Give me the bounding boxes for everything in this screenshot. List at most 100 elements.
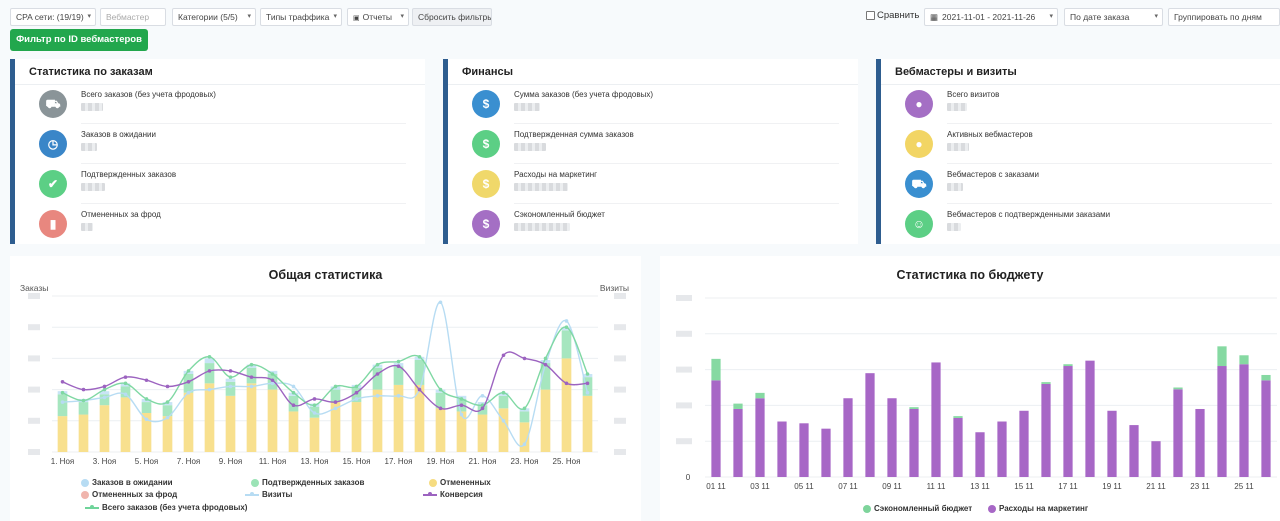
legend-dot-icon [251,479,259,487]
bar-segment [540,389,551,452]
series-point [333,400,338,404]
budget-bar-marketing [821,428,831,477]
bar-segment [225,395,236,452]
series-point [438,300,443,305]
series-point [60,380,65,384]
user-icon: ● [905,90,933,118]
reports-dropdown[interactable]: ▣ Отчеты ▾ [347,8,409,26]
bar-segment [414,384,425,452]
series-point [186,390,191,395]
group-by-label: Группировать по дням [1174,12,1262,22]
bar-segment [120,386,131,398]
bar-segment [78,402,89,415]
x-tick-label: 19 11 [1102,482,1122,491]
bar-segment [78,414,89,452]
legend-item[interactable]: Расходы на маркетинг [988,504,1088,513]
reports-label: Отчеты [362,12,393,22]
general-stats-panel: Общая статистика Заказы Визиты 1. Ноя 3. … [10,256,641,521]
bar-segment [477,414,488,452]
budget-bar-marketing [1173,389,1183,477]
stat-card: Вебмастеры и визиты ● Всего визитов ● Активн… [876,59,1280,244]
series-point [522,442,527,446]
budget-stats-panel: Статистика по бюджету 0 01 11 03 11 05 11 07… [660,256,1280,521]
chevron-down-icon: ▾ [247,13,251,20]
date-range-picker[interactable]: ▦ 2021-11-01 - 2021-11-26 ▾ [924,8,1058,26]
series-point [564,325,569,329]
reset-filters-button[interactable]: Сбросить фильтры [412,8,492,26]
bar-segment [120,397,131,452]
series-point [312,403,317,407]
legend-item[interactable]: Отмененных за фрод [81,490,177,499]
series-point [564,319,569,323]
x-tick-label: 23. Ноя [511,457,539,466]
clock-icon: ◷ [39,130,67,158]
card-divider [448,84,858,85]
budget-bar-marketing [909,408,919,477]
x-tick-label: 21. Ноя [469,457,497,466]
compare-checkbox[interactable] [866,11,875,20]
budget-bar-saved [755,392,765,399]
series-line [62,301,589,447]
traffic-types-label: Типы траффика [266,12,330,22]
legend-item[interactable]: Сэкономленный бюджет [863,504,972,513]
legend-label: Заказов в ожидании [92,478,173,487]
cpa-networks-select[interactable]: CPA сети: (19/19) ▾ [10,8,96,26]
budget-bar-saved [1261,374,1271,381]
bar-segment [141,402,152,413]
budget-bar-marketing [733,408,743,477]
x-tick-label: 25. Ноя [553,457,581,466]
traffic-types-select[interactable]: Типы траффика ▾ [260,8,342,26]
series-point [396,394,401,398]
stat-card: Статистика по заказам ⛟ Всего заказов (без… [10,59,425,244]
filter-by-webmaster-id-button[interactable]: Фильтр по ID вебмастеров [10,29,148,51]
bar-segment [57,394,68,417]
compare-label: Сравнить [877,10,920,21]
series-point [375,372,380,376]
stat-value-blurred [81,223,93,231]
bar-segment [204,363,215,384]
series-point [81,398,86,403]
bar-segment [288,411,299,452]
stat-value-blurred [81,103,103,111]
group-by-select[interactable]: Группировать по дням [1168,8,1280,26]
chevron-down-icon: ▾ [1049,13,1053,20]
x-tick-label: 19. Ноя [427,457,455,466]
check-icon: ✔ [39,170,67,198]
series-point [438,387,443,392]
legend-item[interactable]: Отмененных [429,478,491,487]
y-axis-tick-blurred [676,295,692,301]
legend-item[interactable]: Подтвержденных заказов [251,478,364,487]
stat-label: Сумма заказов (без учета фродовых) [514,90,654,99]
left-axis-tick-blurred [28,417,40,424]
bar-segment [540,359,551,364]
x-tick-label: 07 11 [838,482,858,491]
date-mode-select[interactable]: По дате заказа ▾ [1064,8,1163,26]
stat-value-blurred [947,183,963,191]
trash-icon: ▮ [39,210,67,238]
legend-label: Всего заказов (без учета фродовых) [102,503,248,512]
x-tick-label: 17. Ноя [385,457,413,466]
legend-item[interactable]: Визиты [245,490,293,499]
legend-dot-icon [81,479,89,487]
categories-select[interactable]: Категории (5/5) ▾ [172,8,256,26]
legend-item[interactable]: Всего заказов (без учета фродовых) [85,503,248,512]
y-tick-label: 0 [686,473,691,482]
series-point [501,353,506,358]
legend-item[interactable]: Заказов в ожидании [81,478,173,487]
legend-item[interactable]: Конверсия [423,490,483,499]
x-tick-label: 03 11 [750,482,770,491]
stat-card-title: Статистика по заказам [29,66,153,78]
bar-segment [309,417,320,452]
left-axis-label: Заказы [20,283,49,293]
series-point [249,375,254,379]
left-axis-tick-blurred [28,355,40,362]
budget-bar-marketing [1019,410,1029,477]
webmaster-input[interactable]: Вебмастер [100,8,166,26]
bar-segment [99,405,110,452]
bar-segment [225,378,236,382]
series-point [228,375,233,379]
legend-label: Визиты [262,490,293,499]
stat-card-title: Финансы [462,66,514,78]
bar-segment [456,411,467,452]
series-point [459,403,464,407]
